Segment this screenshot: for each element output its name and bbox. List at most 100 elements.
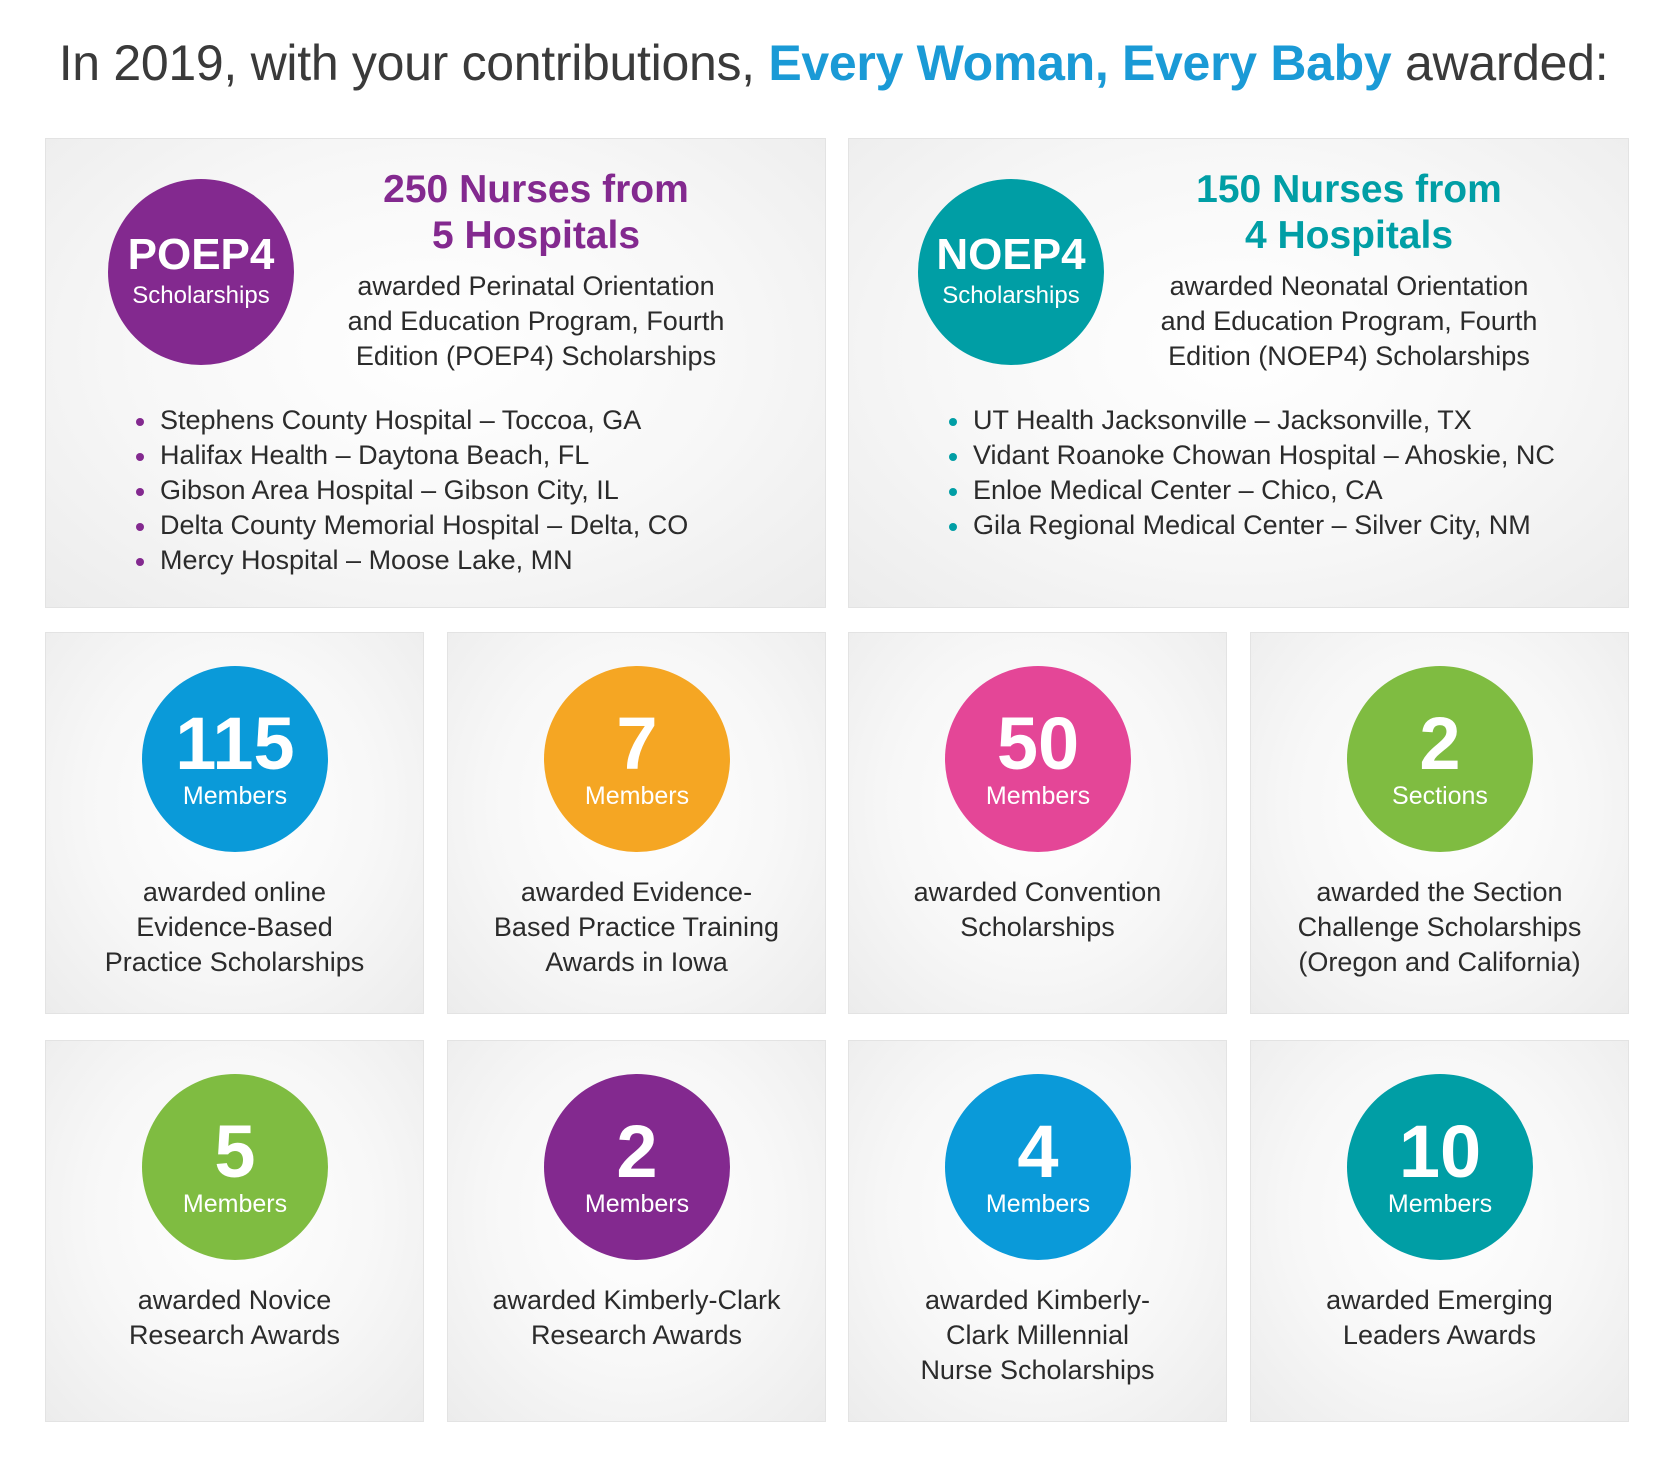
award-unit: Members [985,782,1091,810]
award-card-section-challenge: 2 Sections awarded the Section Challenge… [1250,632,1629,1014]
award-desc-line: awarded Evidence- [520,877,753,907]
award-desc-line: awarded the Section [1316,877,1563,907]
list-item: Gila Regional Medical Center – Silver Ci… [945,508,1555,543]
award-number: 115 [175,702,295,785]
list-item: Vidant Roanoke Chowan Hospital – Ahoskie… [945,438,1555,473]
award-unit: Members [1387,1190,1493,1218]
hospital-name: Enloe Medical Center – Chico, CA [973,475,1383,505]
list-item: Halifax Health – Daytona Beach, FL [132,438,688,473]
award-desc-line: awarded Kimberly- [924,1285,1151,1315]
hospital-name: Halifax Health – Daytona Beach, FL [160,440,590,470]
award-unit: Sections [1392,782,1488,810]
noep4-circle: NOEP4 Scholarships [918,179,1104,365]
hospital-name: Mercy Hospital – Moose Lake, MN [160,545,573,575]
noep4-desc-line: Edition (NOEP4) Scholarships [1168,341,1530,371]
award-number: 2 [1419,702,1461,785]
award-number: 50 [996,702,1080,785]
award-desc-line: awarded Novice [137,1285,332,1315]
award-desc-line: awarded Convention [913,877,1162,907]
award-unit: Members [584,782,690,810]
award-desc-line: Scholarships [960,912,1115,942]
award-desc-line: Nurse Scholarships [920,1355,1155,1385]
award-card-kimberly-clark-research: 2 Members awarded Kimberly-Clark Researc… [447,1040,826,1422]
award-description: awarded online Evidence-Based Practice S… [56,875,413,980]
poep4-circle-sub: Scholarships [132,282,270,309]
award-unit: Members [584,1190,690,1218]
award-circle: 7 Members [544,666,730,852]
award-desc-line: Research Awards [128,1320,341,1350]
list-item: Enloe Medical Center – Chico, CA [945,473,1555,508]
award-circle: 2 Sections [1347,666,1533,852]
award-card-kimberly-clark-millennial: 4 Members awarded Kimberly- Clark Millen… [848,1040,1227,1422]
award-description: awarded Novice Research Awards [56,1283,413,1353]
award-number: 5 [214,1110,256,1193]
award-desc-line: Based Practice Training [493,912,780,942]
noep4-circle-sub: Scholarships [942,282,1080,309]
award-card-novice-research: 5 Members awarded Novice Research Awards [45,1040,424,1422]
noep4-desc-line: and Education Program, Fourth [1160,306,1538,336]
poep4-desc-line: awarded Perinatal Orientation [357,271,715,301]
noep4-hospital-list: UT Health Jacksonville – Jacksonville, T… [945,403,1555,543]
poep4-circle: POEP4 Scholarships [108,179,294,365]
hospital-name: Delta County Memorial Hospital – Delta, … [160,510,689,540]
noep4-card: NOEP4 Scholarships 150 Nurses from 4 Hos… [848,138,1629,608]
award-card-evidence-based-practice: 115 Members awarded online Evidence-Base… [45,632,424,1014]
award-desc-line: (Oregon and California) [1298,947,1581,977]
award-description: awarded Kimberly-Clark Research Awards [458,1283,815,1353]
poep4-title-line1: 250 Nurses from [383,168,689,211]
award-description: awarded the Section Challenge Scholarshi… [1261,875,1618,980]
bullet-icon [136,558,144,566]
headline-highlight: Every Woman, Every Baby [768,35,1392,91]
award-desc-line: Clark Millennial [945,1320,1130,1350]
list-item: Delta County Memorial Hospital – Delta, … [132,508,688,543]
bullet-icon [949,418,957,426]
poep4-circle-code: POEP4 [127,230,275,279]
award-number: 10 [1398,1110,1482,1193]
award-number: 2 [616,1110,658,1193]
poep4-card: POEP4 Scholarships 250 Nurses from 5 Hos… [45,138,826,608]
bullet-icon [949,523,957,531]
award-desc-line: awarded Kimberly-Clark [492,1285,781,1315]
list-item: UT Health Jacksonville – Jacksonville, T… [945,403,1555,438]
noep4-circle-code: NOEP4 [936,230,1086,279]
poep4-description: awarded Perinatal Orientation and Educat… [296,269,776,374]
award-desc-line: Leaders Awards [1342,1320,1537,1350]
headline-suffix: awarded: [1391,35,1609,91]
bullet-icon [136,453,144,461]
hospital-name: Gila Regional Medical Center – Silver Ci… [973,510,1531,540]
award-unit: Members [985,1190,1091,1218]
list-item: Stephens County Hospital – Toccoa, GA [132,403,688,438]
headline-prefix: In 2019, with your contributions, [58,35,769,91]
award-desc-line: Challenge Scholarships [1297,912,1582,942]
award-description: awarded Emerging Leaders Awards [1261,1283,1618,1353]
noep4-desc-line: awarded Neonatal Orientation [1169,271,1529,301]
award-circle: 4 Members [945,1074,1131,1260]
award-description: awarded Kimberly- Clark Millennial Nurse… [859,1283,1216,1388]
bullet-icon [136,418,144,426]
award-desc-line: Evidence-Based [136,912,333,942]
hospital-name: Gibson Area Hospital – Gibson City, IL [160,475,619,505]
hospital-name: UT Health Jacksonville – Jacksonville, T… [973,405,1472,435]
award-circle: 50 Members [945,666,1131,852]
award-description: awarded Convention Scholarships [859,875,1216,945]
poep4-desc-line: Edition (POEP4) Scholarships [355,341,717,371]
bullet-icon [136,488,144,496]
award-circle: 115 Members [142,666,328,852]
award-card-emerging-leaders: 10 Members awarded Emerging Leaders Awar… [1250,1040,1629,1422]
noep4-title-line2: 4 Hospitals [1244,214,1454,257]
bullet-icon [949,453,957,461]
award-description: awarded Evidence- Based Practice Trainin… [458,875,815,980]
list-item: Gibson Area Hospital – Gibson City, IL [132,473,688,508]
award-card-convention: 50 Members awarded Convention Scholarshi… [848,632,1227,1014]
hospital-name: Vidant Roanoke Chowan Hospital – Ahoskie… [973,440,1555,470]
award-desc-line: Research Awards [530,1320,743,1350]
award-circle: 2 Members [544,1074,730,1260]
bullet-icon [949,488,957,496]
award-number: 7 [616,702,658,785]
award-desc-line: awarded Emerging [1326,1285,1553,1315]
award-circle: 5 Members [142,1074,328,1260]
list-item: Mercy Hospital – Moose Lake, MN [132,543,688,578]
award-number: 4 [1017,1110,1059,1193]
poep4-hospital-list: Stephens County Hospital – Toccoa, GA Ha… [132,403,688,578]
award-desc-line: Practice Scholarships [104,947,365,977]
